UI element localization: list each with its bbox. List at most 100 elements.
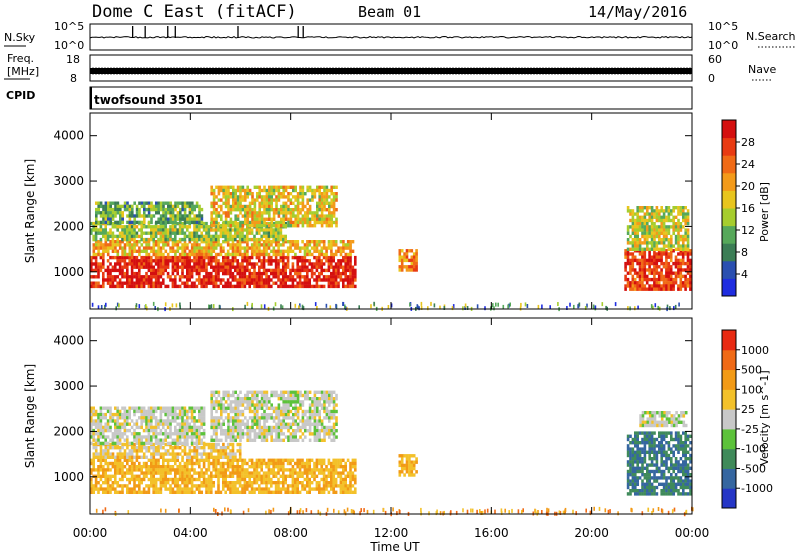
data-cell [679,252,683,256]
data-cell [135,477,139,482]
data-cell [217,214,221,218]
data-cell [128,214,132,218]
data-cell [636,231,639,235]
data-cell [224,474,227,478]
data-cell [176,446,180,450]
data-cell [660,218,663,223]
data-cell [354,481,357,485]
data-cell [270,208,273,212]
data-cell [274,490,278,494]
data-cell [227,188,230,193]
data-cell [296,284,299,289]
data-cell [316,208,319,212]
data-cell [104,237,107,242]
data-cell [92,468,95,472]
data-cell [243,484,247,488]
data-cell [142,461,146,466]
data-cell [289,275,292,279]
data-cell [330,481,333,485]
data-cell [284,204,288,209]
data-cell [258,231,261,235]
data-cell [294,461,297,466]
data-cell [166,259,170,263]
data-cell [653,277,656,282]
data-cell [138,284,141,289]
data-cell [226,474,230,478]
data-cell [150,422,153,426]
noise-cell [452,304,455,309]
data-cell [121,406,124,410]
data-cell [667,271,671,275]
data-cell [183,284,187,289]
colorbar-tick-label: 12 [741,224,755,237]
data-cell [181,474,184,478]
data-cell [304,220,307,225]
data-cell [267,284,271,289]
data-cell [97,201,100,205]
data-cell [214,271,218,276]
data-cell [174,275,177,279]
data-cell [138,449,141,453]
noise-cell [91,302,94,307]
data-cell [217,474,220,478]
data-cell [222,185,225,189]
data-cell [121,446,124,450]
data-cell [684,215,687,219]
data-cell [408,258,411,263]
data-cell [121,246,124,250]
data-cell [351,278,355,282]
data-cell [174,237,177,242]
data-cell [643,271,647,275]
data-cell [198,214,201,218]
data-cell [250,484,254,488]
data-cell [150,412,153,417]
data-cell [92,221,95,226]
data-cell [643,277,647,282]
data-cell [104,412,107,417]
data-cell [90,441,93,446]
data-cell [349,465,352,469]
data-cell [234,204,237,209]
data-cell [90,259,93,263]
data-cell [346,278,350,282]
data-cell [268,211,271,215]
data-cell [202,449,206,453]
data-cell [169,490,172,494]
data-cell [250,249,254,253]
data-cell [152,471,155,475]
data-cell [214,243,218,247]
data-cell [289,278,292,282]
data-cell [248,192,252,196]
data-cell [109,214,112,218]
data-cell [410,268,414,272]
data-cell [99,406,103,410]
data-cell [135,207,139,212]
data-cell [229,465,232,469]
data-cell [152,284,155,289]
data-cell [104,278,107,282]
data-cell [327,490,331,494]
data-cell [150,474,153,478]
data-cell [94,425,98,430]
noise-cell [118,303,120,308]
data-cell [291,243,295,247]
data-cell [270,188,273,193]
data-cell [662,247,666,251]
data-cell [104,268,107,273]
data-cell [92,412,95,417]
data-cell [646,231,649,235]
data-cell [231,442,235,447]
data-cell [253,468,256,472]
data-cell [99,220,103,225]
data-cell [145,240,148,244]
data-cell [667,206,671,210]
data-cell [99,458,103,462]
data-cell [253,262,256,266]
data-cell [277,477,280,482]
data-cell [147,477,151,482]
data-cell [116,441,119,446]
data-cell [138,441,141,446]
data-cell [653,268,656,272]
data-cell [116,471,119,475]
data-cell [133,449,136,453]
